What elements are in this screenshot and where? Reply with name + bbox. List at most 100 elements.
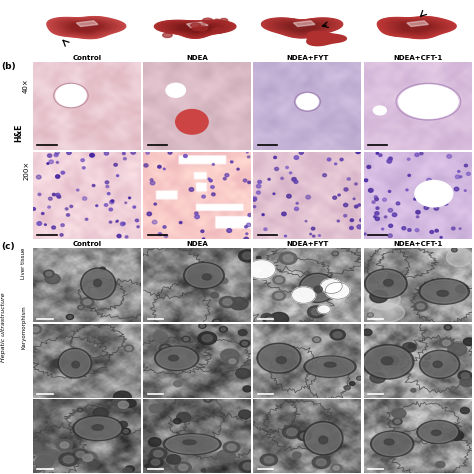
Circle shape [333, 466, 339, 470]
Circle shape [407, 158, 410, 160]
Circle shape [152, 220, 157, 224]
Circle shape [287, 194, 291, 198]
Text: (c): (c) [1, 242, 15, 251]
Polygon shape [263, 18, 341, 37]
Circle shape [42, 449, 59, 461]
Circle shape [55, 175, 60, 178]
Circle shape [117, 220, 118, 222]
Circle shape [375, 198, 378, 201]
Circle shape [274, 167, 279, 171]
Circle shape [118, 401, 128, 409]
Circle shape [238, 410, 251, 419]
Circle shape [242, 342, 247, 346]
Circle shape [96, 205, 98, 207]
Ellipse shape [81, 268, 116, 300]
Polygon shape [276, 21, 328, 34]
Ellipse shape [75, 417, 121, 439]
Circle shape [200, 275, 208, 281]
Circle shape [367, 165, 371, 168]
Circle shape [416, 210, 420, 214]
Circle shape [262, 214, 264, 216]
Polygon shape [382, 18, 452, 37]
Circle shape [230, 297, 248, 310]
Circle shape [244, 237, 248, 241]
Ellipse shape [374, 106, 386, 115]
Circle shape [290, 172, 292, 174]
Circle shape [68, 316, 72, 319]
Circle shape [296, 202, 298, 204]
Circle shape [65, 208, 68, 210]
Circle shape [100, 267, 105, 271]
Text: 40×: 40× [23, 78, 29, 93]
Polygon shape [63, 21, 109, 34]
Title: NDEA+CFT-1: NDEA+CFT-1 [393, 55, 442, 61]
Circle shape [266, 317, 273, 322]
Circle shape [193, 27, 200, 30]
Ellipse shape [399, 85, 458, 118]
Ellipse shape [176, 109, 208, 134]
Circle shape [202, 238, 205, 240]
Circle shape [281, 177, 283, 180]
Polygon shape [293, 21, 315, 27]
Circle shape [76, 451, 85, 457]
Polygon shape [279, 22, 326, 33]
Circle shape [367, 313, 374, 317]
Ellipse shape [371, 431, 414, 457]
Circle shape [252, 198, 256, 201]
Circle shape [147, 212, 152, 216]
Circle shape [47, 154, 52, 157]
Polygon shape [76, 21, 98, 27]
Circle shape [434, 207, 438, 210]
Circle shape [444, 202, 448, 205]
Circle shape [114, 164, 118, 166]
Circle shape [117, 175, 118, 176]
Circle shape [116, 221, 118, 222]
Circle shape [125, 202, 127, 203]
Circle shape [90, 154, 93, 157]
Circle shape [370, 373, 385, 383]
Circle shape [215, 19, 219, 21]
Circle shape [45, 273, 60, 284]
Circle shape [292, 178, 296, 181]
Polygon shape [176, 25, 215, 33]
Title: NDEA+FYT: NDEA+FYT [286, 241, 328, 247]
Circle shape [306, 195, 310, 199]
Circle shape [133, 206, 136, 208]
Polygon shape [60, 20, 111, 35]
Circle shape [52, 226, 55, 229]
Title: NDEA: NDEA [186, 55, 208, 61]
Circle shape [425, 356, 429, 358]
Polygon shape [174, 24, 216, 33]
Circle shape [63, 456, 74, 463]
Circle shape [465, 164, 467, 167]
Circle shape [113, 397, 126, 406]
Circle shape [108, 192, 110, 195]
Circle shape [270, 312, 289, 326]
Circle shape [246, 152, 248, 153]
Circle shape [46, 272, 52, 276]
Ellipse shape [259, 345, 299, 372]
Circle shape [48, 197, 52, 200]
Polygon shape [163, 22, 228, 36]
Polygon shape [180, 25, 210, 32]
Circle shape [146, 152, 149, 154]
Ellipse shape [82, 269, 114, 299]
Circle shape [118, 421, 128, 428]
Text: Liver tissue: Liver tissue [21, 247, 26, 279]
Circle shape [144, 164, 148, 167]
Ellipse shape [384, 439, 394, 445]
Ellipse shape [303, 421, 343, 455]
Circle shape [168, 151, 172, 154]
Circle shape [82, 167, 85, 169]
Circle shape [297, 431, 312, 441]
Polygon shape [166, 22, 225, 36]
Polygon shape [159, 21, 232, 37]
Polygon shape [272, 20, 333, 35]
Circle shape [408, 228, 411, 231]
Circle shape [47, 163, 49, 164]
Polygon shape [393, 21, 439, 34]
Circle shape [402, 343, 416, 352]
Ellipse shape [421, 280, 467, 303]
Circle shape [294, 207, 299, 210]
Circle shape [25, 442, 42, 454]
